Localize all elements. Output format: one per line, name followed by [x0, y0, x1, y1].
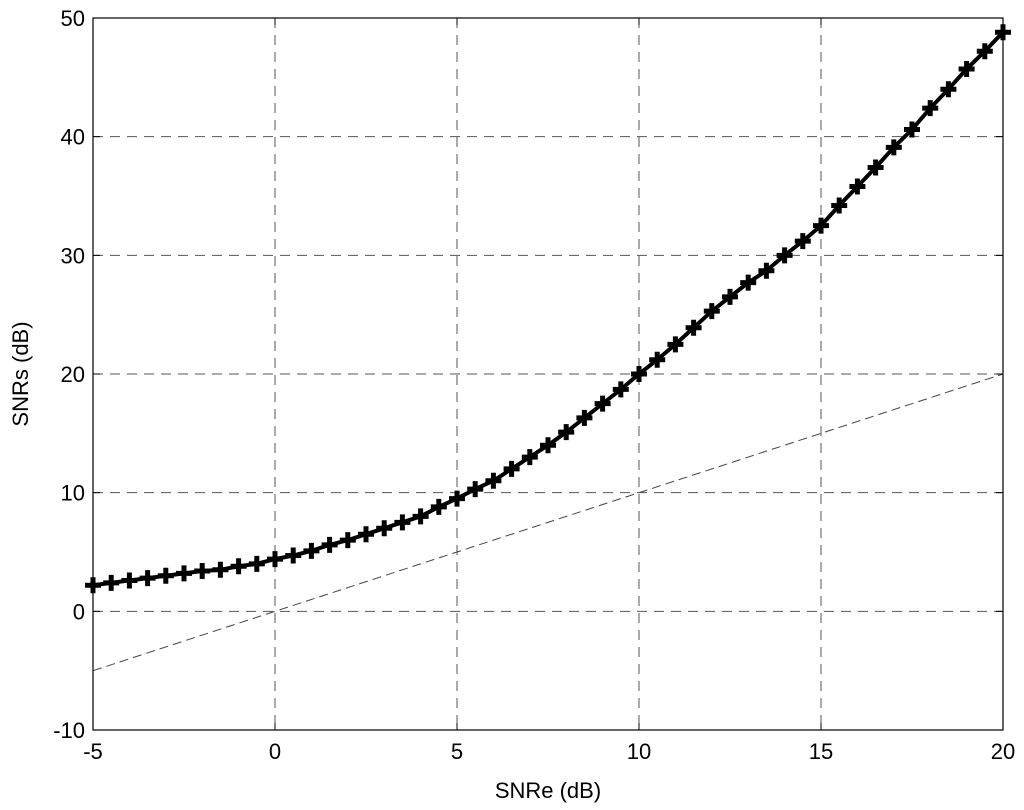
data-point-marker: [449, 490, 465, 507]
data-point-marker: [503, 460, 520, 477]
data-point-marker: [722, 288, 738, 305]
data-point-marker: [412, 508, 429, 525]
data-point-marker: [922, 100, 939, 117]
data-point-marker: [558, 424, 575, 441]
data-point-marker: [958, 61, 975, 78]
data-point-marker: [267, 551, 283, 568]
data-point-marker: [176, 565, 192, 582]
reference-dashed-line: [92, 373, 1004, 672]
data-point-marker: [976, 43, 993, 60]
tick-layer: -5 0 5 10 15 20 -10 0 10 20 30 40 50: [53, 6, 1015, 764]
data-point-marker: [885, 139, 902, 156]
data-point-marker: [358, 526, 374, 543]
data-point-marker: [740, 274, 757, 291]
data-point-marker: [631, 366, 647, 382]
y-tick-label: 20: [61, 362, 85, 387]
data-point-marker: [612, 381, 629, 398]
data-point-marker: [230, 558, 247, 575]
data-point-marker: [285, 547, 302, 564]
x-tick-label: 5: [451, 739, 463, 764]
data-point-marker: [685, 319, 702, 336]
data-point-marker: [576, 409, 593, 426]
y-tick-label: -10: [53, 718, 85, 743]
grid-layer: [93, 18, 1003, 730]
series-layer: [85, 24, 1011, 672]
data-point-marker: [703, 303, 720, 320]
x-tick-label: 0: [269, 739, 281, 764]
data-point-marker: [485, 472, 502, 489]
data-point-marker: [594, 395, 611, 412]
data-point-marker: [649, 351, 666, 368]
data-point-marker: [667, 336, 684, 353]
data-point-marker: [194, 562, 211, 579]
data-point-marker: [339, 532, 356, 549]
data-point-marker: [103, 574, 120, 591]
data-point-marker: [813, 217, 829, 234]
data-point-marker: [121, 572, 138, 589]
data-point-marker: [376, 520, 393, 537]
data-point-marker: [303, 542, 320, 559]
data-point-marker: [467, 481, 484, 498]
y-tick-label: 30: [61, 243, 85, 268]
x-tick-label: -5: [83, 739, 103, 764]
y-tick-label: 10: [61, 481, 85, 506]
data-point-marker: [758, 262, 775, 279]
data-point-marker: [139, 570, 156, 587]
data-point-marker: [831, 197, 848, 214]
x-tick-label: 10: [627, 739, 651, 764]
data-point-marker: [430, 498, 447, 515]
series-line: [92, 30, 1005, 588]
data-point-marker: [776, 247, 793, 264]
data-point-marker: [521, 449, 538, 466]
data-point-marker: [794, 233, 811, 250]
y-tick-label: 50: [61, 6, 85, 31]
data-point-marker: [248, 555, 265, 572]
x-tick-label: 15: [809, 739, 833, 764]
data-point-marker: [321, 536, 338, 553]
data-point-marker: [940, 81, 957, 98]
x-tick-label: 20: [991, 739, 1015, 764]
data-point-marker: [540, 437, 556, 454]
y-axis-label: SNRs (dB): [8, 321, 33, 426]
y-tick-label: 0: [73, 599, 85, 624]
data-point-marker: [849, 178, 866, 195]
data-point-marker: [394, 514, 411, 531]
data-point-marker: [157, 567, 174, 584]
data-point-marker: [867, 159, 884, 176]
y-tick-label: 40: [61, 125, 85, 150]
data-point-marker: [904, 121, 920, 138]
x-axis-label: SNRe (dB): [495, 778, 601, 803]
data-point-marker: [212, 561, 229, 578]
